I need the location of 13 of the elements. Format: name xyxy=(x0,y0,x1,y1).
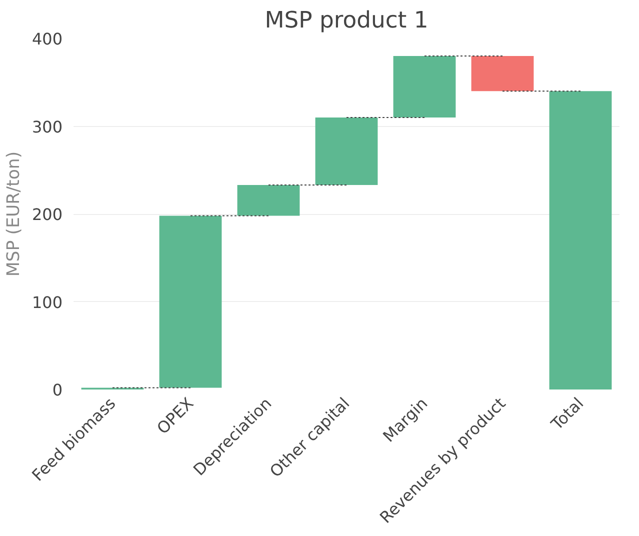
bar xyxy=(393,56,456,118)
y-tick-label: 0 xyxy=(52,380,63,400)
bar xyxy=(237,185,300,216)
bar xyxy=(471,56,534,92)
bar xyxy=(159,216,222,388)
y-tick-label: 400 xyxy=(32,30,63,48)
y-tick-label: 200 xyxy=(32,205,63,224)
bar xyxy=(549,91,612,390)
y-tick-label: 300 xyxy=(32,117,63,136)
bar xyxy=(315,117,378,186)
y-tick-label: 100 xyxy=(32,292,63,312)
y-axis-title: MSP (EUR/ton) xyxy=(4,151,24,277)
chart-title: MSP product 1 xyxy=(264,8,428,34)
